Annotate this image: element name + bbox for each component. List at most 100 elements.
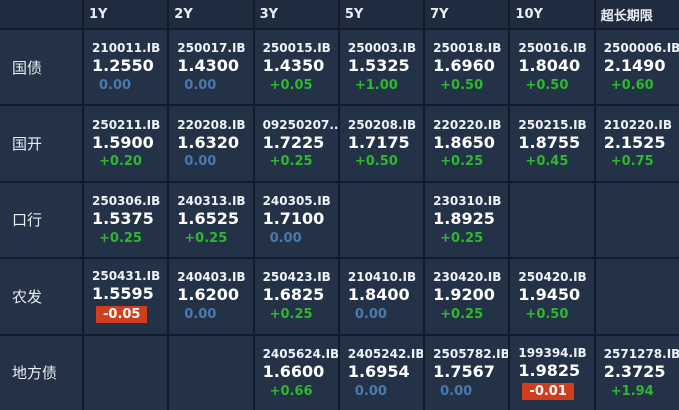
quote-cell[interactable]: 250306.IB 1.5375 +0.25: [84, 182, 168, 258]
column-header-5Y: 5Y: [339, 0, 424, 28]
quote-cell[interactable]: 250015.IB 1.4350 +0.05: [254, 30, 338, 105]
yield-change: +0.25: [269, 154, 313, 170]
yield-change: +0.50: [354, 154, 398, 170]
column-header-超长期限: 超长期限: [595, 0, 679, 28]
bond-code: 250016.IB: [518, 41, 587, 56]
quote-cell[interactable]: 199394.IB 1.9825 -0.01: [510, 335, 594, 410]
quote-cell[interactable]: 2405242.IB 1.6954 0.00: [339, 335, 424, 410]
bond-yield: 1.2550: [92, 56, 154, 76]
bond-code: 240313.IB: [177, 194, 246, 209]
yield-change: -0.01: [522, 382, 574, 400]
quote-cell[interactable]: 240313.IB 1.6525 +0.25: [169, 182, 253, 258]
bond-code: 250211.IB: [92, 117, 161, 132]
quote-cell[interactable]: 250420.IB 1.9450 +0.50: [510, 259, 594, 334]
bond-code: 250215.IB: [518, 117, 587, 132]
bond-yield: 1.4300: [177, 56, 240, 76]
bond-code: 210410.IB: [347, 270, 417, 285]
yield-change: +1.94: [610, 383, 654, 399]
yield-change: 0.00: [184, 307, 217, 323]
quote-cell[interactable]: 210220.IB 2.1525 +0.75: [595, 106, 679, 181]
corner-cell: [0, 0, 82, 28]
quote-cell[interactable]: 250215.IB 1.8755 +0.45: [510, 106, 594, 181]
quote-cell[interactable]: 250003.IB 1.5325 +1.00: [339, 30, 424, 105]
bond-yield: 1.6600: [262, 361, 325, 381]
quote-cell[interactable]: 2500006.IB 2.1490 +0.60: [595, 30, 679, 105]
bond-yield: 1.7225: [262, 132, 325, 152]
quote-cell[interactable]: 230420.IB 1.9200 +0.25: [425, 259, 509, 334]
quote-cell[interactable]: 2571278.IB 2.3725 +1.94: [595, 335, 679, 410]
yield-change: +0.66: [269, 383, 313, 399]
bond-yield: 1.7175: [347, 132, 410, 152]
bond-code: 2500006.IB: [603, 41, 679, 56]
bond-code: 240305.IB: [262, 194, 331, 209]
bond-code: 250018.IB: [433, 41, 502, 56]
quote-cell[interactable]: 250016.IB 1.8040 +0.50: [510, 30, 594, 105]
bond-yield: 2.1525: [603, 132, 666, 152]
yield-change: +0.50: [440, 78, 484, 94]
yield-change: +0.25: [184, 230, 228, 246]
quote-cell[interactable]: 2505782.IB 1.7567 0.00: [425, 335, 509, 410]
bond-yield: 1.7100: [262, 209, 325, 229]
yield-change: 0.00: [99, 78, 132, 94]
bond-code: 250015.IB: [262, 41, 331, 56]
bond-code: 220208.IB: [177, 117, 246, 132]
bond-yield: 1.8040: [518, 56, 581, 76]
bond-yield: 1.8925: [433, 209, 495, 229]
yield-change: +1.00: [354, 78, 398, 94]
bond-yield: 1.8650: [433, 132, 495, 152]
row-label-农发: 农发: [0, 259, 82, 334]
bond-yield: 1.6200: [177, 285, 240, 305]
bond-yield: 1.8755: [518, 132, 581, 152]
bond-code: 250306.IB: [92, 194, 161, 209]
bond-code: 2405624.IB: [262, 346, 338, 361]
quote-cell[interactable]: 09250207... 1.7225 +0.25: [254, 106, 338, 181]
bond-yield: 1.5325: [347, 56, 410, 76]
yield-change: +0.05: [269, 78, 313, 94]
yield-change: +0.25: [269, 307, 313, 323]
bond-yield: 1.8400: [347, 285, 410, 305]
bond-code: 250208.IB: [347, 117, 417, 132]
quote-cell[interactable]: 220208.IB 1.6320 0.00: [169, 106, 253, 181]
bond-code: 230420.IB: [433, 270, 502, 285]
quote-cell[interactable]: 250211.IB 1.5900 +0.20: [84, 106, 168, 181]
quote-cell[interactable]: 240305.IB 1.7100 0.00: [254, 182, 338, 258]
row-label-国债: 国债: [0, 30, 82, 105]
yield-change: +0.75: [610, 154, 654, 170]
bond-code: 09250207...: [262, 117, 338, 132]
quote-cell[interactable]: 210011.IB 1.2550 0.00: [84, 30, 168, 105]
quote-cell[interactable]: 250431.IB 1.5595 -0.05: [84, 259, 168, 334]
bond-code: 2405242.IB: [347, 346, 424, 361]
quote-cell[interactable]: 230310.IB 1.8925 +0.25: [425, 182, 509, 258]
bond-code: 250420.IB: [518, 270, 587, 285]
yield-change: 0.00: [269, 230, 302, 246]
column-header-7Y: 7Y: [425, 0, 509, 28]
bond-code: 250003.IB: [347, 41, 417, 56]
quote-cell[interactable]: 210410.IB 1.8400 0.00: [339, 259, 424, 334]
quote-cell: [595, 259, 679, 334]
bond-yield: 1.6525: [177, 209, 240, 229]
column-header-2Y: 2Y: [169, 0, 253, 28]
bond-yield: 1.6320: [177, 132, 240, 152]
bond-code: 2571278.IB: [603, 346, 679, 361]
quote-cell[interactable]: 2405624.IB 1.6600 +0.66: [254, 335, 338, 410]
quote-cell: [169, 335, 253, 410]
yield-change: 0.00: [184, 78, 217, 94]
bond-yield: 1.6960: [433, 56, 495, 76]
quote-cell[interactable]: 240403.IB 1.6200 0.00: [169, 259, 253, 334]
yield-change: 0.00: [440, 383, 473, 399]
yield-change: 0.00: [354, 307, 387, 323]
quote-cell[interactable]: 250423.IB 1.6825 +0.25: [254, 259, 338, 334]
bond-code: 250017.IB: [177, 41, 246, 56]
column-header-3Y: 3Y: [254, 0, 338, 28]
quote-cell[interactable]: 250017.IB 1.4300 0.00: [169, 30, 253, 105]
column-header-1Y: 1Y: [84, 0, 168, 28]
bond-yield: 1.5900: [92, 132, 154, 152]
quote-cell[interactable]: 250018.IB 1.6960 +0.50: [425, 30, 509, 105]
bond-yield: 1.6825: [262, 285, 325, 305]
quote-cell[interactable]: 220220.IB 1.8650 +0.25: [425, 106, 509, 181]
yield-change: +0.20: [99, 154, 142, 170]
quote-cell[interactable]: 250208.IB 1.7175 +0.50: [339, 106, 424, 181]
quote-cell: [510, 182, 594, 258]
yield-change: 0.00: [354, 383, 387, 399]
